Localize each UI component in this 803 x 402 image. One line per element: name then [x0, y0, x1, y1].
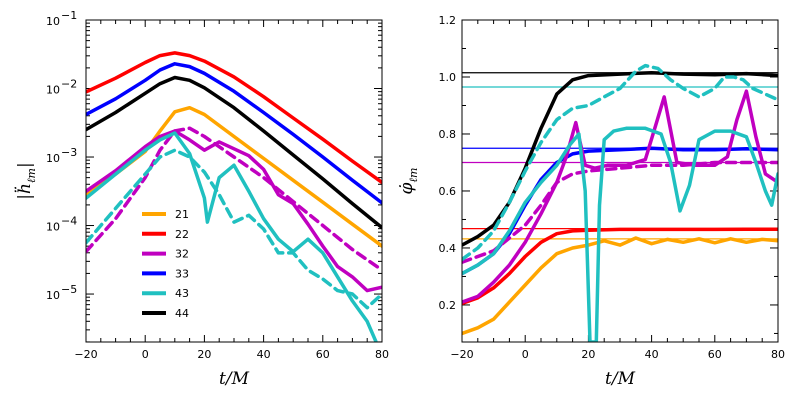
x-tick-label: −20	[450, 348, 473, 361]
series-line-33	[86, 62, 382, 205]
series-line-43	[462, 126, 778, 342]
series-line-32	[86, 129, 382, 293]
series-line-44	[462, 70, 778, 247]
series-line-21	[462, 236, 778, 336]
y-tick-label: 10	[46, 84, 60, 97]
legend-label-44: 44	[175, 307, 189, 320]
legend-label-21: 21	[175, 208, 189, 221]
y-tick-label: 1.2	[439, 14, 457, 27]
y-tick-label: 0.2	[439, 299, 457, 312]
y-tick-label: 0.6	[439, 185, 457, 198]
legend-label-33: 33	[175, 267, 189, 280]
y-tick-label: 10	[46, 289, 60, 302]
series-line-43-dashed	[462, 63, 778, 262]
x-tick-label: 20	[581, 348, 595, 361]
y-axis-label: φ̇ℓm	[397, 168, 420, 195]
plot-frame	[461, 19, 779, 343]
x-tick-label: 40	[645, 348, 659, 361]
y-tick-exponent: −1	[61, 9, 77, 22]
y-tick-exponent: −3	[61, 146, 77, 159]
series-line-22	[462, 227, 778, 306]
series-line-32-dashed	[86, 126, 382, 272]
series-line-44	[86, 75, 382, 230]
y-tick-exponent: −4	[61, 215, 77, 228]
x-axis-label: t/M	[605, 369, 636, 389]
x-tick-label: 60	[316, 348, 330, 361]
y-axis-label: |ḧℓm|	[14, 162, 38, 199]
series-line-32	[462, 89, 778, 304]
x-tick-label: 20	[197, 348, 211, 361]
legend-label-32: 32	[175, 248, 189, 261]
series-line-21	[86, 105, 382, 248]
x-tick-label: 80	[375, 348, 389, 361]
series-line-32-dashed	[462, 160, 778, 264]
legend-label-22: 22	[175, 228, 189, 241]
y-tick-label: 0.8	[439, 128, 457, 141]
x-tick-label: 0	[142, 348, 149, 361]
x-axis-label: t/M	[219, 369, 250, 389]
y-tick-label: 10	[46, 15, 60, 28]
right-series-group	[462, 63, 778, 342]
y-tick-label: 0.4	[439, 242, 457, 255]
series-line-43	[86, 131, 378, 342]
x-tick-label: 40	[257, 348, 271, 361]
x-tick-label: 80	[771, 348, 785, 361]
y-tick-exponent: −2	[61, 78, 77, 91]
plot-frame	[85, 19, 383, 343]
legend: 21 22 32 33 43 44	[142, 208, 189, 320]
series-line-43-dashed	[86, 148, 382, 310]
y-tick-exponent: −5	[61, 283, 77, 296]
y-tick-label: 1.0	[439, 71, 457, 84]
right-panel: 0.2 0.4 0.6 0.8 1.0 1.2 −20 0 20 40 60 80 t/M φ̇ℓm	[397, 14, 785, 389]
x-tick-label: 0	[522, 348, 529, 361]
y-tick-label: 10	[46, 221, 60, 234]
left-series-group	[86, 51, 382, 342]
y-tick-label: 10	[46, 152, 60, 165]
x-tick-label: −20	[74, 348, 97, 361]
x-tick-label: 60	[708, 348, 722, 361]
left-panel: 10−510−410−310−210 −1−20 0 20 40 60 80t/M|ḧℓm|…	[14, 9, 389, 389]
series-line-22	[86, 51, 382, 185]
legend-label-43: 43	[175, 287, 189, 300]
